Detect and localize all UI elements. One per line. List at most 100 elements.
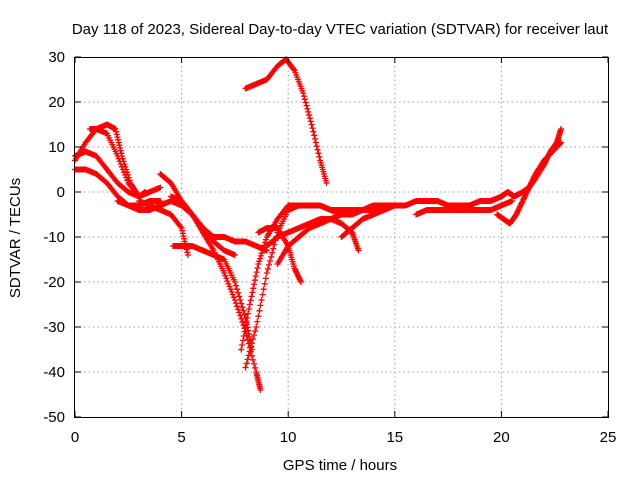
data-point [301,96,308,103]
data-point [256,307,263,314]
data-point [221,270,228,276]
data-point [509,198,516,204]
data-point [260,244,267,251]
data-point [558,139,565,146]
data-point [270,245,277,252]
data-point [244,356,251,363]
series-arc-4 [86,121,164,200]
data-point [243,319,250,326]
data-point [257,255,264,262]
series-arc-18 [413,198,516,218]
data-point [309,125,316,132]
data-point [262,275,269,282]
data-point [307,118,314,125]
data-point [224,278,231,285]
chart-title: Day 118 of 2023, Sidereal Day-to-day VTE… [72,21,609,38]
data-point [231,252,238,258]
data-point [250,285,257,292]
x-tick-label: 15 [386,429,403,446]
data-point [252,273,259,280]
data-point [310,128,317,135]
data-point [184,252,191,258]
data-point [238,300,245,307]
data-point [255,261,262,267]
data-point [247,344,254,351]
x-tick-label: 0 [71,429,79,446]
series-arc-17 [391,193,505,209]
data-point [119,155,126,162]
y-tick-label: 30 [48,49,65,66]
data-point [261,280,268,287]
data-point [235,289,242,296]
series-arc-20 [494,139,565,227]
data-point [250,356,257,363]
data-point [268,253,275,260]
data-point [251,332,258,339]
data-point [312,135,319,142]
data-point [263,270,270,276]
data-point [306,112,313,119]
data-point [239,342,246,348]
data-point [232,300,239,307]
data-series [72,56,565,393]
data-point [259,247,266,254]
data-point [264,265,271,272]
data-point [238,346,245,353]
data-point [231,297,238,303]
data-point [246,348,253,355]
data-point [304,105,311,112]
data-point [257,252,264,259]
data-point [243,360,250,367]
data-point [248,340,255,347]
data-point [251,277,258,284]
data-point [244,315,251,321]
data-point [269,249,276,256]
x-tick-label: 25 [600,429,617,446]
x-axis-title: GPS time / hours [283,457,397,474]
data-point [228,288,235,295]
data-point [558,126,565,132]
data-point [235,306,242,313]
data-point [266,261,273,268]
data-point [300,90,307,96]
data-point [238,315,245,322]
data-point [230,294,237,301]
data-point [255,313,262,320]
data-point [234,286,241,293]
data-point [302,99,309,106]
data-point [252,328,259,335]
data-point [305,108,312,115]
data-point [247,297,254,304]
data-point [236,293,243,300]
data-point [118,153,125,159]
data-point [256,258,263,265]
data-point [126,177,133,184]
data-point [257,302,264,309]
data-point [240,337,247,344]
data-point [259,291,266,298]
data-point [355,247,362,254]
data-point [308,121,315,128]
series-arc-13 [255,225,304,285]
data-point [253,269,260,276]
data-point [257,387,264,393]
data-point [323,180,330,186]
data-point [231,279,238,285]
data-point [124,171,131,178]
data-point [300,93,307,100]
data-point [263,236,270,243]
data-point [120,158,127,165]
data-point [312,139,319,146]
data-point [315,150,322,157]
data-point [123,166,130,173]
data-point [227,286,234,293]
data-point [226,283,233,290]
data-point [297,279,304,285]
data-point [125,174,132,181]
y-tick-label: -40 [43,364,65,381]
data-point [311,132,318,139]
data-point [245,352,252,359]
x-tick-label: 5 [177,429,185,446]
data-point [237,312,244,319]
